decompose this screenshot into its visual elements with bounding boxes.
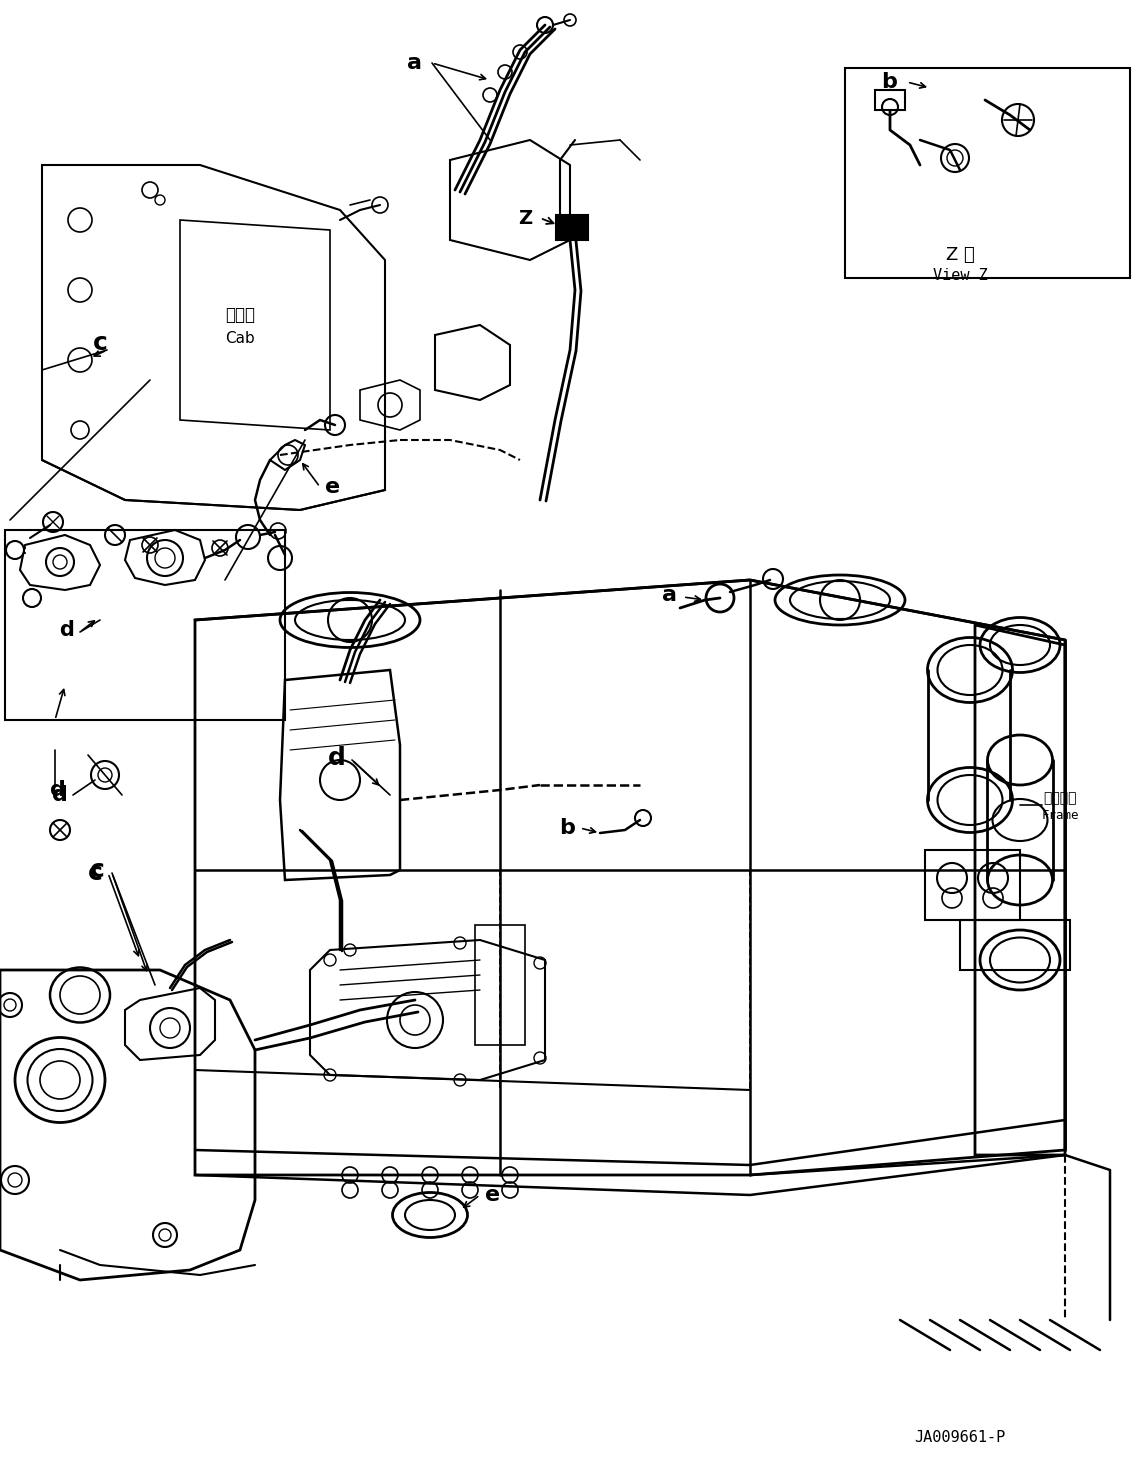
Text: b: b	[559, 819, 575, 838]
Circle shape	[23, 588, 41, 607]
Text: a: a	[663, 585, 678, 604]
Text: フレーム: フレーム	[1044, 791, 1077, 805]
Text: Z 視: Z 視	[946, 246, 974, 264]
Text: JA009661-P: JA009661-P	[914, 1430, 1005, 1445]
Text: d: d	[52, 785, 68, 805]
Text: a: a	[407, 53, 423, 73]
Bar	[475, 926, 525, 1045]
Text: c: c	[88, 861, 102, 885]
Text: c: c	[90, 858, 105, 882]
Text: View Z: View Z	[932, 267, 987, 283]
Text: d: d	[59, 621, 74, 640]
Bar	[5, 530, 285, 720]
Text: d: d	[50, 780, 66, 800]
Bar	[556, 216, 588, 241]
Text: Cab: Cab	[225, 330, 255, 346]
Text: d: d	[329, 747, 346, 770]
Bar	[845, 67, 1130, 279]
Text: b: b	[881, 72, 897, 92]
Text: Z: Z	[518, 208, 532, 227]
Text: Frame: Frame	[1041, 808, 1079, 822]
Bar	[875, 89, 905, 110]
Text: e: e	[325, 477, 341, 497]
Text: e: e	[485, 1185, 500, 1204]
Text: c: c	[92, 332, 107, 355]
Text: キャブ: キャブ	[225, 307, 255, 324]
Circle shape	[6, 541, 24, 559]
